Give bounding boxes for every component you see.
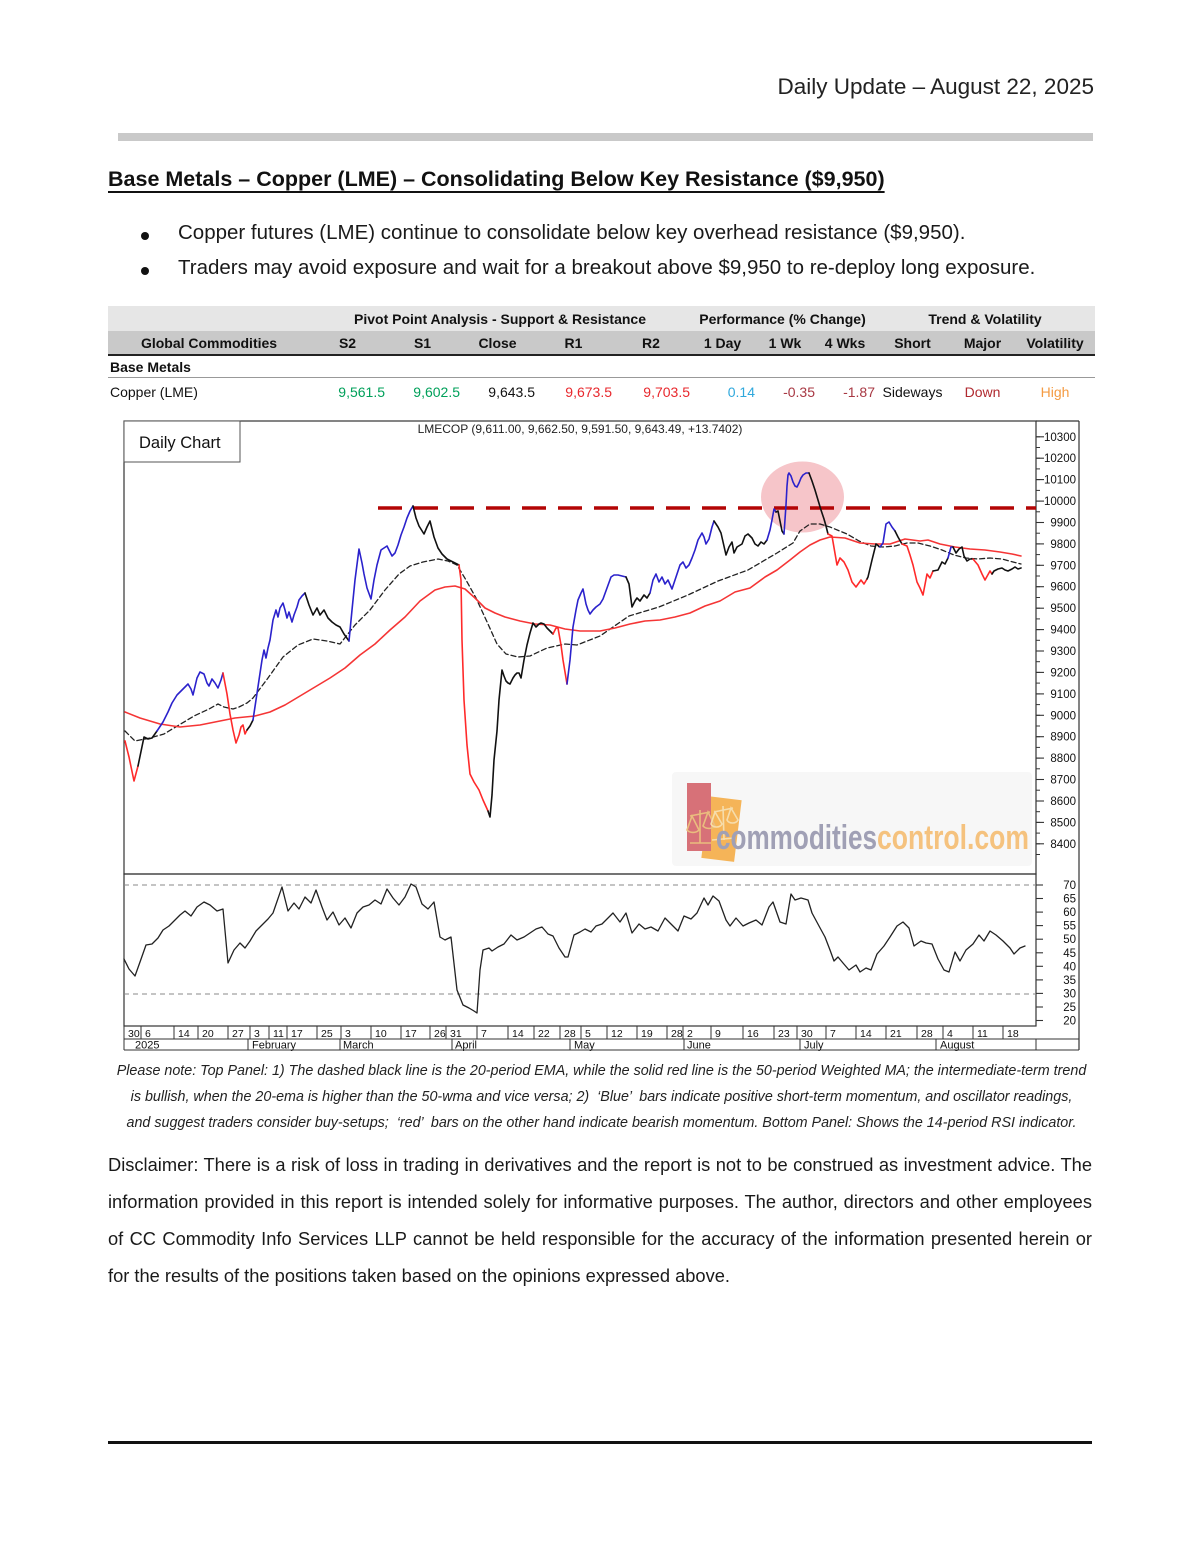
svg-text:9000: 9000 <box>1050 710 1076 722</box>
svg-text:6: 6 <box>145 1028 151 1040</box>
svg-text:April: April <box>455 1040 477 1052</box>
svg-text:14: 14 <box>860 1028 872 1040</box>
svg-text:25: 25 <box>321 1028 333 1040</box>
svg-text:35: 35 <box>1063 975 1076 987</box>
svg-text:65: 65 <box>1063 894 1076 906</box>
svg-text:16: 16 <box>747 1028 759 1040</box>
svg-text:9600: 9600 <box>1050 582 1076 594</box>
svg-text:9500: 9500 <box>1050 603 1076 615</box>
svg-text:9400: 9400 <box>1050 625 1076 637</box>
svg-text:50: 50 <box>1063 934 1076 946</box>
svg-text:40: 40 <box>1063 961 1076 973</box>
svg-text:8800: 8800 <box>1050 753 1076 765</box>
svg-text:10200: 10200 <box>1044 453 1076 465</box>
svg-text:17: 17 <box>405 1028 417 1040</box>
svg-text:20: 20 <box>202 1028 214 1040</box>
svg-text:May: May <box>574 1040 595 1052</box>
svg-text:10000: 10000 <box>1044 496 1076 508</box>
svg-text:23: 23 <box>778 1028 790 1040</box>
svg-text:2: 2 <box>687 1028 693 1040</box>
svg-text:4: 4 <box>947 1028 953 1040</box>
svg-text:8400: 8400 <box>1050 839 1076 851</box>
svg-text:9: 9 <box>715 1028 721 1040</box>
svg-text:10: 10 <box>375 1028 387 1040</box>
svg-text:8500: 8500 <box>1050 817 1076 829</box>
svg-text:20: 20 <box>1063 1016 1076 1028</box>
svg-text:26: 26 <box>434 1028 446 1040</box>
svg-text:60: 60 <box>1063 907 1076 919</box>
svg-text:30: 30 <box>128 1028 140 1040</box>
svg-text:9800: 9800 <box>1050 539 1076 551</box>
svg-text:7: 7 <box>830 1028 836 1040</box>
svg-text:February: February <box>252 1040 297 1052</box>
svg-text:8900: 8900 <box>1050 732 1076 744</box>
svg-text:9700: 9700 <box>1050 560 1076 572</box>
svg-text:28: 28 <box>564 1028 576 1040</box>
svg-text:LMECOP (9,611.00, 9,662.50, 9,: LMECOP (9,611.00, 9,662.50, 9,591.50, 9,… <box>418 422 743 436</box>
svg-text:9200: 9200 <box>1050 667 1076 679</box>
svg-text:25: 25 <box>1063 1002 1076 1014</box>
svg-text:30: 30 <box>801 1028 813 1040</box>
svg-text:commodities: commodities <box>716 819 877 857</box>
svg-text:control.com: control.com <box>877 819 1029 857</box>
svg-text:August: August <box>940 1040 974 1052</box>
svg-text:July: July <box>804 1040 824 1052</box>
svg-text:3: 3 <box>345 1028 351 1040</box>
svg-text:9900: 9900 <box>1050 518 1076 530</box>
svg-text:14: 14 <box>512 1028 524 1040</box>
svg-text:55: 55 <box>1063 921 1076 933</box>
svg-text:9300: 9300 <box>1050 646 1076 658</box>
svg-text:March: March <box>343 1040 374 1052</box>
svg-text:17: 17 <box>291 1028 303 1040</box>
svg-text:8700: 8700 <box>1050 775 1076 787</box>
svg-text:5: 5 <box>585 1028 591 1040</box>
svg-text:3: 3 <box>254 1028 260 1040</box>
svg-text:11: 11 <box>273 1028 284 1040</box>
svg-text:11: 11 <box>977 1028 988 1040</box>
svg-text:9100: 9100 <box>1050 689 1076 701</box>
svg-text:28: 28 <box>671 1028 683 1040</box>
svg-text:2025: 2025 <box>135 1040 159 1052</box>
svg-text:Daily Chart: Daily Chart <box>139 434 221 452</box>
svg-text:10100: 10100 <box>1044 475 1076 487</box>
svg-text:27: 27 <box>232 1028 244 1040</box>
svg-text:18: 18 <box>1007 1028 1019 1040</box>
svg-text:10300: 10300 <box>1044 432 1076 444</box>
svg-text:June: June <box>687 1040 711 1052</box>
svg-text:70: 70 <box>1063 880 1076 892</box>
svg-text:14: 14 <box>178 1028 190 1040</box>
svg-text:8600: 8600 <box>1050 796 1076 808</box>
svg-text:31: 31 <box>450 1028 462 1040</box>
svg-text:19: 19 <box>641 1028 653 1040</box>
svg-text:7: 7 <box>481 1028 487 1040</box>
svg-text:12: 12 <box>611 1028 623 1040</box>
svg-text:28: 28 <box>921 1028 933 1040</box>
svg-text:45: 45 <box>1063 948 1076 960</box>
svg-text:21: 21 <box>890 1028 902 1040</box>
svg-text:22: 22 <box>538 1028 550 1040</box>
svg-text:30: 30 <box>1063 988 1076 1000</box>
